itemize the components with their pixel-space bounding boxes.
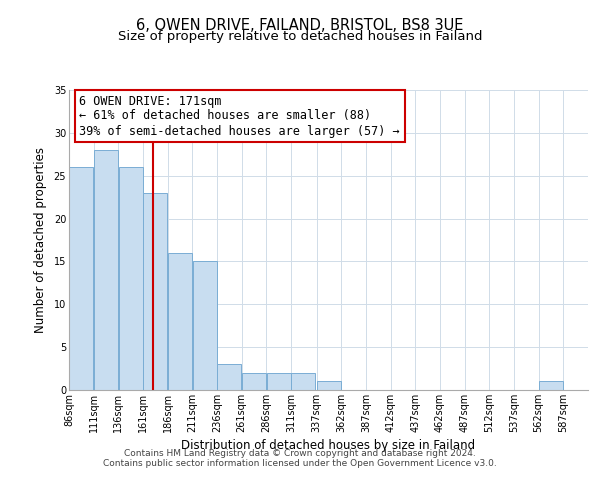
- Bar: [266, 373, 291, 390]
- Bar: [217, 364, 241, 390]
- Text: Contains HM Land Registry data © Crown copyright and database right 2024.: Contains HM Land Registry data © Crown c…: [124, 448, 476, 458]
- Bar: [143, 193, 167, 390]
- Bar: [69, 167, 94, 390]
- Bar: [291, 373, 316, 390]
- Bar: [242, 373, 266, 390]
- Bar: [94, 150, 118, 390]
- Bar: [168, 253, 192, 390]
- Y-axis label: Number of detached properties: Number of detached properties: [34, 147, 47, 333]
- Text: Size of property relative to detached houses in Failand: Size of property relative to detached ho…: [118, 30, 482, 43]
- X-axis label: Distribution of detached houses by size in Failand: Distribution of detached houses by size …: [181, 439, 476, 452]
- Text: 6, OWEN DRIVE, FAILAND, BRISTOL, BS8 3UE: 6, OWEN DRIVE, FAILAND, BRISTOL, BS8 3UE: [136, 18, 464, 32]
- Bar: [539, 382, 563, 390]
- Text: 6 OWEN DRIVE: 171sqm
← 61% of detached houses are smaller (88)
39% of semi-detac: 6 OWEN DRIVE: 171sqm ← 61% of detached h…: [79, 94, 400, 138]
- Text: Contains public sector information licensed under the Open Government Licence v3: Contains public sector information licen…: [103, 458, 497, 468]
- Bar: [119, 167, 143, 390]
- Bar: [193, 262, 217, 390]
- Bar: [317, 382, 341, 390]
